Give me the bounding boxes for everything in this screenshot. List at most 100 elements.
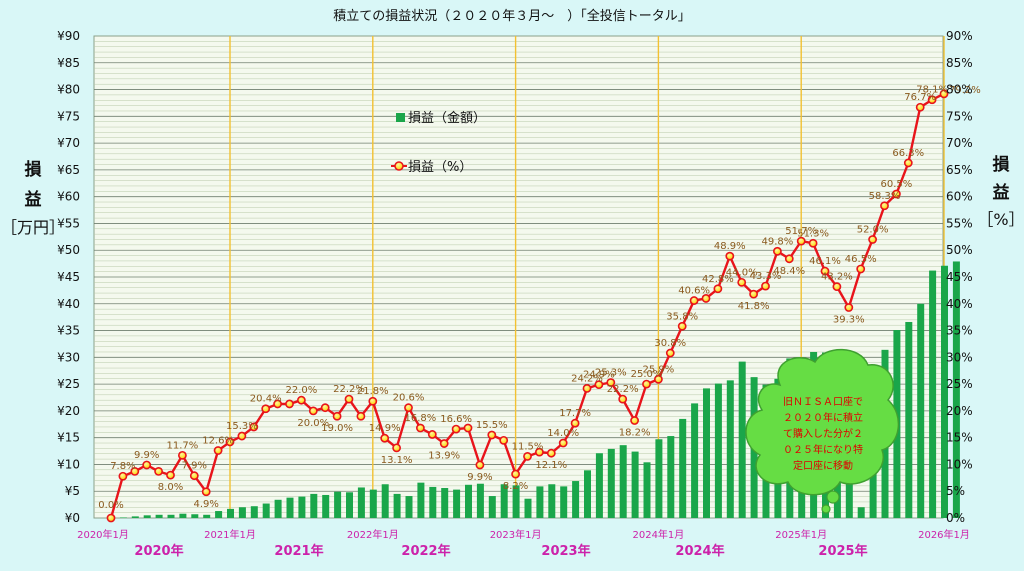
left-axis-title: 損 益 ［万円］ [1,159,65,237]
bar [274,499,282,518]
bar [679,418,687,518]
bar [857,507,865,518]
point-label: 52.0% [857,225,889,236]
left-tick-label: ¥50 [57,243,80,257]
left-tick-label: ¥30 [57,350,80,364]
legend-line-marker [394,161,404,171]
left-tick-label: ¥85 [57,56,80,70]
point-label: 4.9% [193,499,218,510]
callout-bubble-small [821,504,831,514]
line-point [487,430,497,440]
x-tick-label: 2022年1月 [347,528,399,541]
point-label: 14.9% [369,423,401,434]
legend: 損益（金額） 損益（%） [391,110,486,175]
x-tick-label: 2020年1月 [77,528,129,541]
point-labels: 0.0%7.8%9.9%8.0%11.7%7.9%4.9%12.6%15.3%2… [98,85,980,511]
callout-cloud [745,348,900,496]
line-point [154,467,163,476]
bar [155,514,163,518]
point-label: 0.0% [98,500,123,511]
point-label: 21.8% [357,386,389,397]
legend-bar-swatch [396,113,405,122]
bar [203,514,211,518]
point-label: 39.3% [833,315,865,326]
year-label: 2020年 [134,543,183,559]
bar [643,462,651,518]
x-tick-label: 2025年1月 [775,528,827,541]
point-label: 44.0% [726,267,758,278]
line-point [713,284,723,294]
bar [476,483,484,518]
point-label: 46.5% [845,254,877,265]
bar [262,503,270,518]
point-label: 9.9% [134,450,159,461]
bar [453,489,461,518]
point-label: 22.2% [333,384,365,395]
chart-title: 積立ての損益状況（２０２０年３月～ ）「全投信トータル」 [333,8,691,24]
bar [667,436,675,518]
line-point [225,437,235,447]
callout-line-2: ２０２０年に積立 [783,411,863,424]
x-tick-label: 2021年1月 [204,528,256,541]
bar [369,489,377,518]
bar [119,517,127,518]
point-label: 25.9% [643,364,675,375]
right-tick-label: 65% [946,163,973,177]
bar [322,494,330,518]
line-point [915,102,925,112]
line-point [427,430,437,439]
point-label: 30.8% [654,338,686,349]
point-label: 22.0% [286,385,318,396]
left-axis-unit: ［万円］ [1,218,65,237]
right-axis-ticks: 0% 5% 10% 15% 20% 25% 30% 35% 40% 45% 50% 55% 60% 65%… [946,29,973,525]
line-point [356,411,366,421]
point-label: 20.6% [393,393,425,404]
line-point [927,95,937,105]
point-label: 14.0% [547,428,579,439]
line-series [106,89,949,523]
bar [286,497,294,518]
x-tick-label: 2026年1月 [918,528,970,541]
bar [500,484,508,518]
right-tick-label: 30% [946,350,973,364]
point-label: 25.0% [631,369,663,380]
point-label: 15.5% [476,420,508,431]
line-point [261,404,271,414]
line-point [903,158,913,168]
bar [131,516,139,518]
bar [405,496,413,518]
line-point [237,431,247,441]
left-tick-label: ¥75 [57,109,80,123]
callout-bubble-large [826,490,840,504]
bar [191,514,199,518]
point-label: 76.7% [904,92,936,103]
bar [703,388,710,518]
bar [346,492,353,518]
line-point [118,471,128,481]
line-point [177,450,187,460]
line-point [796,236,806,246]
point-label: 46.1% [809,256,841,267]
right-axis-title-char-1: 損 [993,154,1011,175]
point-label: 40.6% [678,286,710,297]
left-tick-label: ¥80 [57,83,80,97]
line-point [665,348,675,358]
line-point [773,246,782,256]
left-tick-label: ¥45 [57,270,80,284]
callout-line-3: て購入した分が２ [783,427,863,440]
bar [560,486,568,518]
right-tick-label: 75% [946,109,973,123]
bar [429,486,437,518]
bar [417,482,425,518]
bar [584,470,591,518]
left-tick-label: ¥70 [57,136,80,150]
line-point [201,487,211,497]
bar [381,484,389,518]
line-point [130,467,140,476]
line-point [689,296,699,305]
line-point [677,321,687,331]
point-label: 20.4% [250,394,282,405]
point-label: 79.2% [949,85,981,96]
